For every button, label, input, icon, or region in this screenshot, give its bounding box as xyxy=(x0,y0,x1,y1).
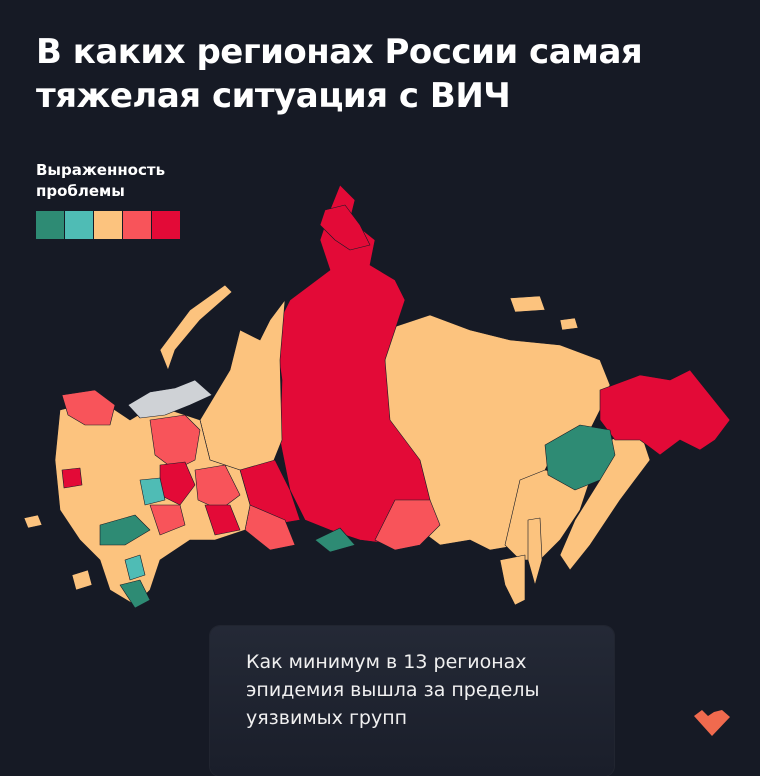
legend-swatch-1 xyxy=(36,211,64,239)
region-tuva xyxy=(314,527,356,553)
region-kamchatka xyxy=(559,429,651,571)
region-kurgan xyxy=(204,504,241,536)
region-yamal xyxy=(199,299,286,471)
region-taymyr-islands xyxy=(319,204,371,251)
region-sverdlovsk xyxy=(194,464,241,511)
region-new-siberian-islands xyxy=(509,295,546,313)
region-zabaykalsky xyxy=(374,499,441,551)
region-karelia xyxy=(61,389,116,426)
legend-swatch-5 xyxy=(152,211,180,239)
caption-card: Как минимум в 13 регионах эпидемия вышла… xyxy=(210,626,614,776)
region-island-small xyxy=(559,317,579,331)
legend-swatch-4 xyxy=(123,211,151,239)
heart-pixel-logo-icon xyxy=(694,710,730,736)
region-caucasus xyxy=(119,579,151,609)
legend xyxy=(36,211,180,239)
region-chukotka xyxy=(599,369,731,456)
region-magadan xyxy=(544,424,616,491)
legend-title: Выраженность проблемы xyxy=(36,161,166,200)
region-central-teal xyxy=(139,477,166,506)
region-crimea xyxy=(71,569,93,591)
region-samara xyxy=(149,504,186,536)
region-komi xyxy=(149,414,201,471)
legend-swatch-3 xyxy=(94,211,122,239)
region-south-teal xyxy=(124,554,146,581)
region-arkhangelsk-coast xyxy=(127,379,213,419)
region-sakhalin xyxy=(527,517,543,586)
page-title: В каких регионах России самая тяжелая си… xyxy=(36,32,643,116)
region-tver xyxy=(61,467,83,489)
region-kamchatka-tip xyxy=(499,554,526,606)
russia-map xyxy=(23,184,731,609)
region-kaliningrad xyxy=(23,514,43,529)
region-volga-green xyxy=(99,514,151,546)
region-novaya-zemlya xyxy=(159,284,233,371)
legend-swatch-2 xyxy=(65,211,93,239)
caption-text: Как минимум в 13 регионах эпидемия вышла… xyxy=(246,651,540,729)
